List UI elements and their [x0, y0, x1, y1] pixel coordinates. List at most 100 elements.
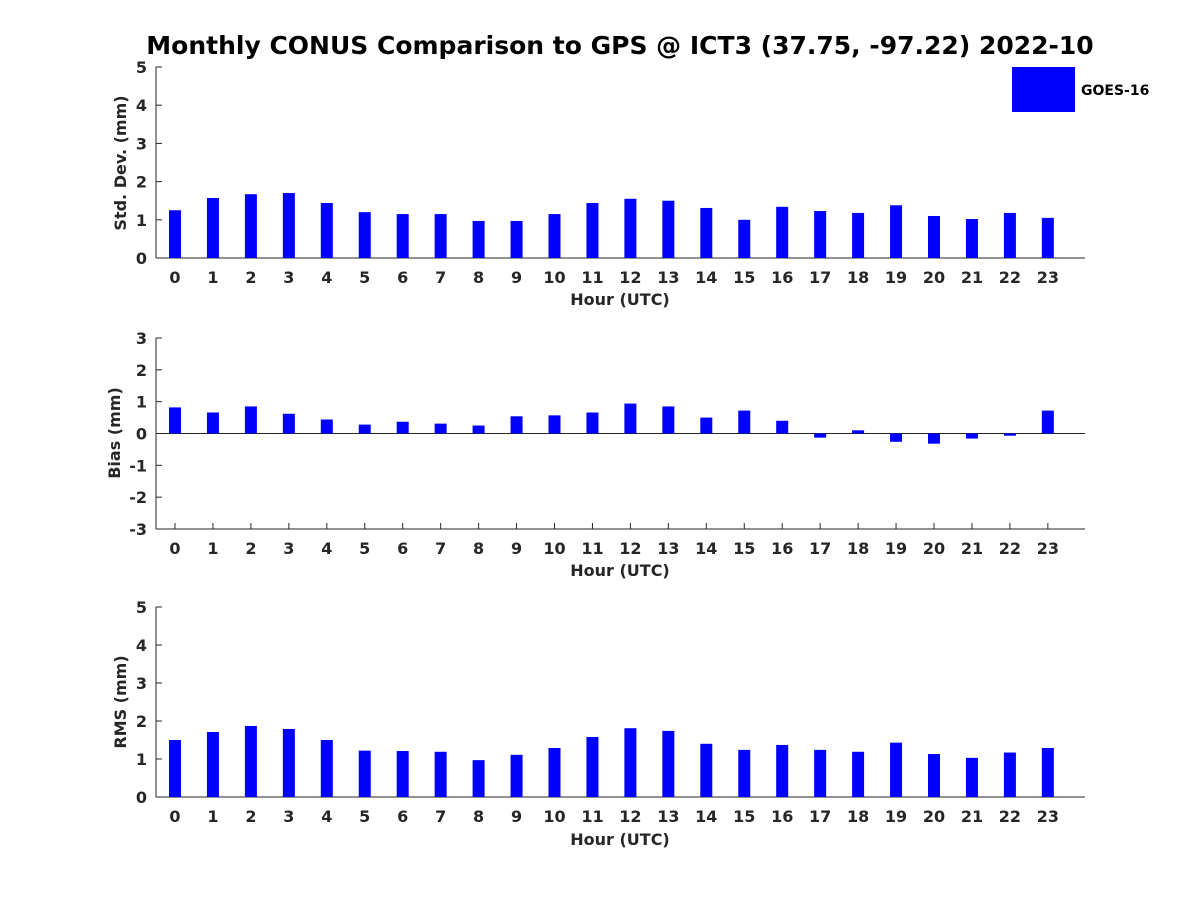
y-tick-label: 2	[136, 173, 147, 192]
x-tick-label: 12	[619, 268, 641, 287]
x-tick-label: 15	[733, 807, 755, 826]
y-tick-label: 2	[136, 361, 147, 380]
x-tick-label: 16	[771, 268, 793, 287]
y-tick-label: 0	[136, 425, 147, 444]
x-tick-label: 22	[999, 539, 1021, 558]
bar-hour-3	[282, 728, 295, 797]
bar-hour-22	[1003, 433, 1016, 436]
x-tick-label: 1	[207, 807, 218, 826]
bar-hour-0	[169, 210, 181, 258]
bar-hour-7	[434, 423, 447, 434]
bar-hour-20	[928, 433, 940, 444]
x-tick-label: 21	[961, 268, 983, 287]
x-tick-label: 3	[283, 807, 294, 826]
bar-hour-4	[320, 419, 333, 434]
bar-hour-16	[776, 206, 789, 258]
bar-hour-12	[624, 728, 637, 797]
y-tick-label: 1	[136, 393, 147, 412]
x-tick-label: 11	[581, 807, 603, 826]
bar-hour-16	[776, 420, 789, 434]
y-tick-label: 3	[136, 134, 147, 153]
bar-hour-5	[358, 424, 371, 434]
bar-hour-20	[928, 215, 940, 258]
bar-hour-2	[244, 406, 257, 434]
y-axis-label: RMS (mm)	[111, 655, 130, 748]
y-tick-label: 2	[136, 712, 147, 731]
bar-hour-18	[852, 430, 865, 434]
x-tick-label: 11	[581, 268, 603, 287]
x-tick-label: 22	[999, 807, 1021, 826]
bar-hour-12	[624, 198, 637, 258]
y-axis-label: Std. Dev. (mm)	[111, 95, 130, 230]
x-tick-label: 20	[923, 539, 945, 558]
y-tick-label: 5	[136, 58, 147, 77]
bar-hour-4	[320, 202, 333, 258]
bar-hour-8	[472, 425, 485, 434]
x-tick-label: 12	[619, 807, 641, 826]
x-tick-label: 13	[657, 539, 679, 558]
x-tick-label: 10	[543, 807, 565, 826]
x-tick-label: 0	[169, 539, 180, 558]
x-tick-label: 4	[321, 807, 332, 826]
bar-hour-1	[206, 732, 219, 797]
x-tick-label: 8	[473, 268, 484, 287]
bar-hour-21	[965, 219, 978, 258]
bar-hour-8	[472, 760, 485, 797]
x-axis-label: Hour (UTC)	[570, 830, 670, 849]
x-tick-label: 13	[657, 268, 679, 287]
bar-hour-5	[358, 750, 371, 797]
x-tick-label: 3	[283, 539, 294, 558]
x-tick-label: 15	[733, 268, 755, 287]
x-tick-label: 9	[511, 807, 522, 826]
bar-hour-9	[510, 416, 523, 434]
x-tick-label: 14	[695, 807, 717, 826]
x-tick-label: 14	[695, 268, 717, 287]
bar-hour-5	[358, 212, 371, 258]
x-tick-label: 16	[771, 807, 793, 826]
x-tick-label: 2	[245, 268, 256, 287]
x-axis-label: Hour (UTC)	[570, 561, 670, 580]
bar-hour-15	[738, 749, 751, 797]
bar-hour-15	[738, 219, 751, 258]
bar-hour-9	[510, 220, 523, 258]
bar-hour-19	[890, 433, 903, 442]
y-tick-label: -2	[129, 488, 147, 507]
bar-hour-10	[548, 747, 561, 797]
x-tick-label: 5	[359, 539, 370, 558]
x-tick-label: 1	[207, 539, 218, 558]
x-tick-label: 2	[245, 807, 256, 826]
legend-label: GOES-16	[1081, 83, 1149, 99]
bar-hour-23	[1041, 217, 1054, 258]
y-tick-label: -1	[129, 456, 147, 475]
x-tick-label: 4	[321, 539, 332, 558]
x-tick-label: 15	[733, 539, 755, 558]
y-tick-label: 5	[136, 598, 147, 617]
y-tick-label: 1	[136, 211, 147, 230]
y-tick-label: 4	[136, 636, 147, 655]
bar-hour-0	[169, 740, 181, 797]
bar-hour-4	[320, 740, 333, 797]
x-tick-label: 20	[923, 807, 945, 826]
x-tick-label: 0	[169, 807, 180, 826]
x-tick-label: 21	[961, 539, 983, 558]
bar-hour-3	[282, 193, 295, 258]
x-tick-label: 6	[397, 539, 408, 558]
x-tick-label: 21	[961, 807, 983, 826]
x-tick-label: 23	[1037, 268, 1059, 287]
x-tick-label: 13	[657, 807, 679, 826]
x-tick-label: 6	[397, 268, 408, 287]
y-tick-label: 0	[136, 249, 147, 268]
bar-hour-17	[814, 749, 827, 797]
x-tick-label: 17	[809, 807, 831, 826]
bar-hour-8	[472, 220, 485, 258]
x-tick-label: 7	[435, 268, 446, 287]
bar-hour-11	[586, 736, 599, 797]
bar-hour-1	[206, 412, 219, 434]
y-tick-label: 0	[136, 788, 147, 807]
x-tick-label: 6	[397, 807, 408, 826]
bar-hour-7	[434, 751, 447, 797]
y-tick-label: 4	[136, 96, 147, 115]
figure-title: Monthly CONUS Comparison to GPS @ ICT3 (…	[146, 31, 1093, 60]
x-tick-label: 11	[581, 539, 603, 558]
bar-hour-1	[206, 198, 219, 258]
